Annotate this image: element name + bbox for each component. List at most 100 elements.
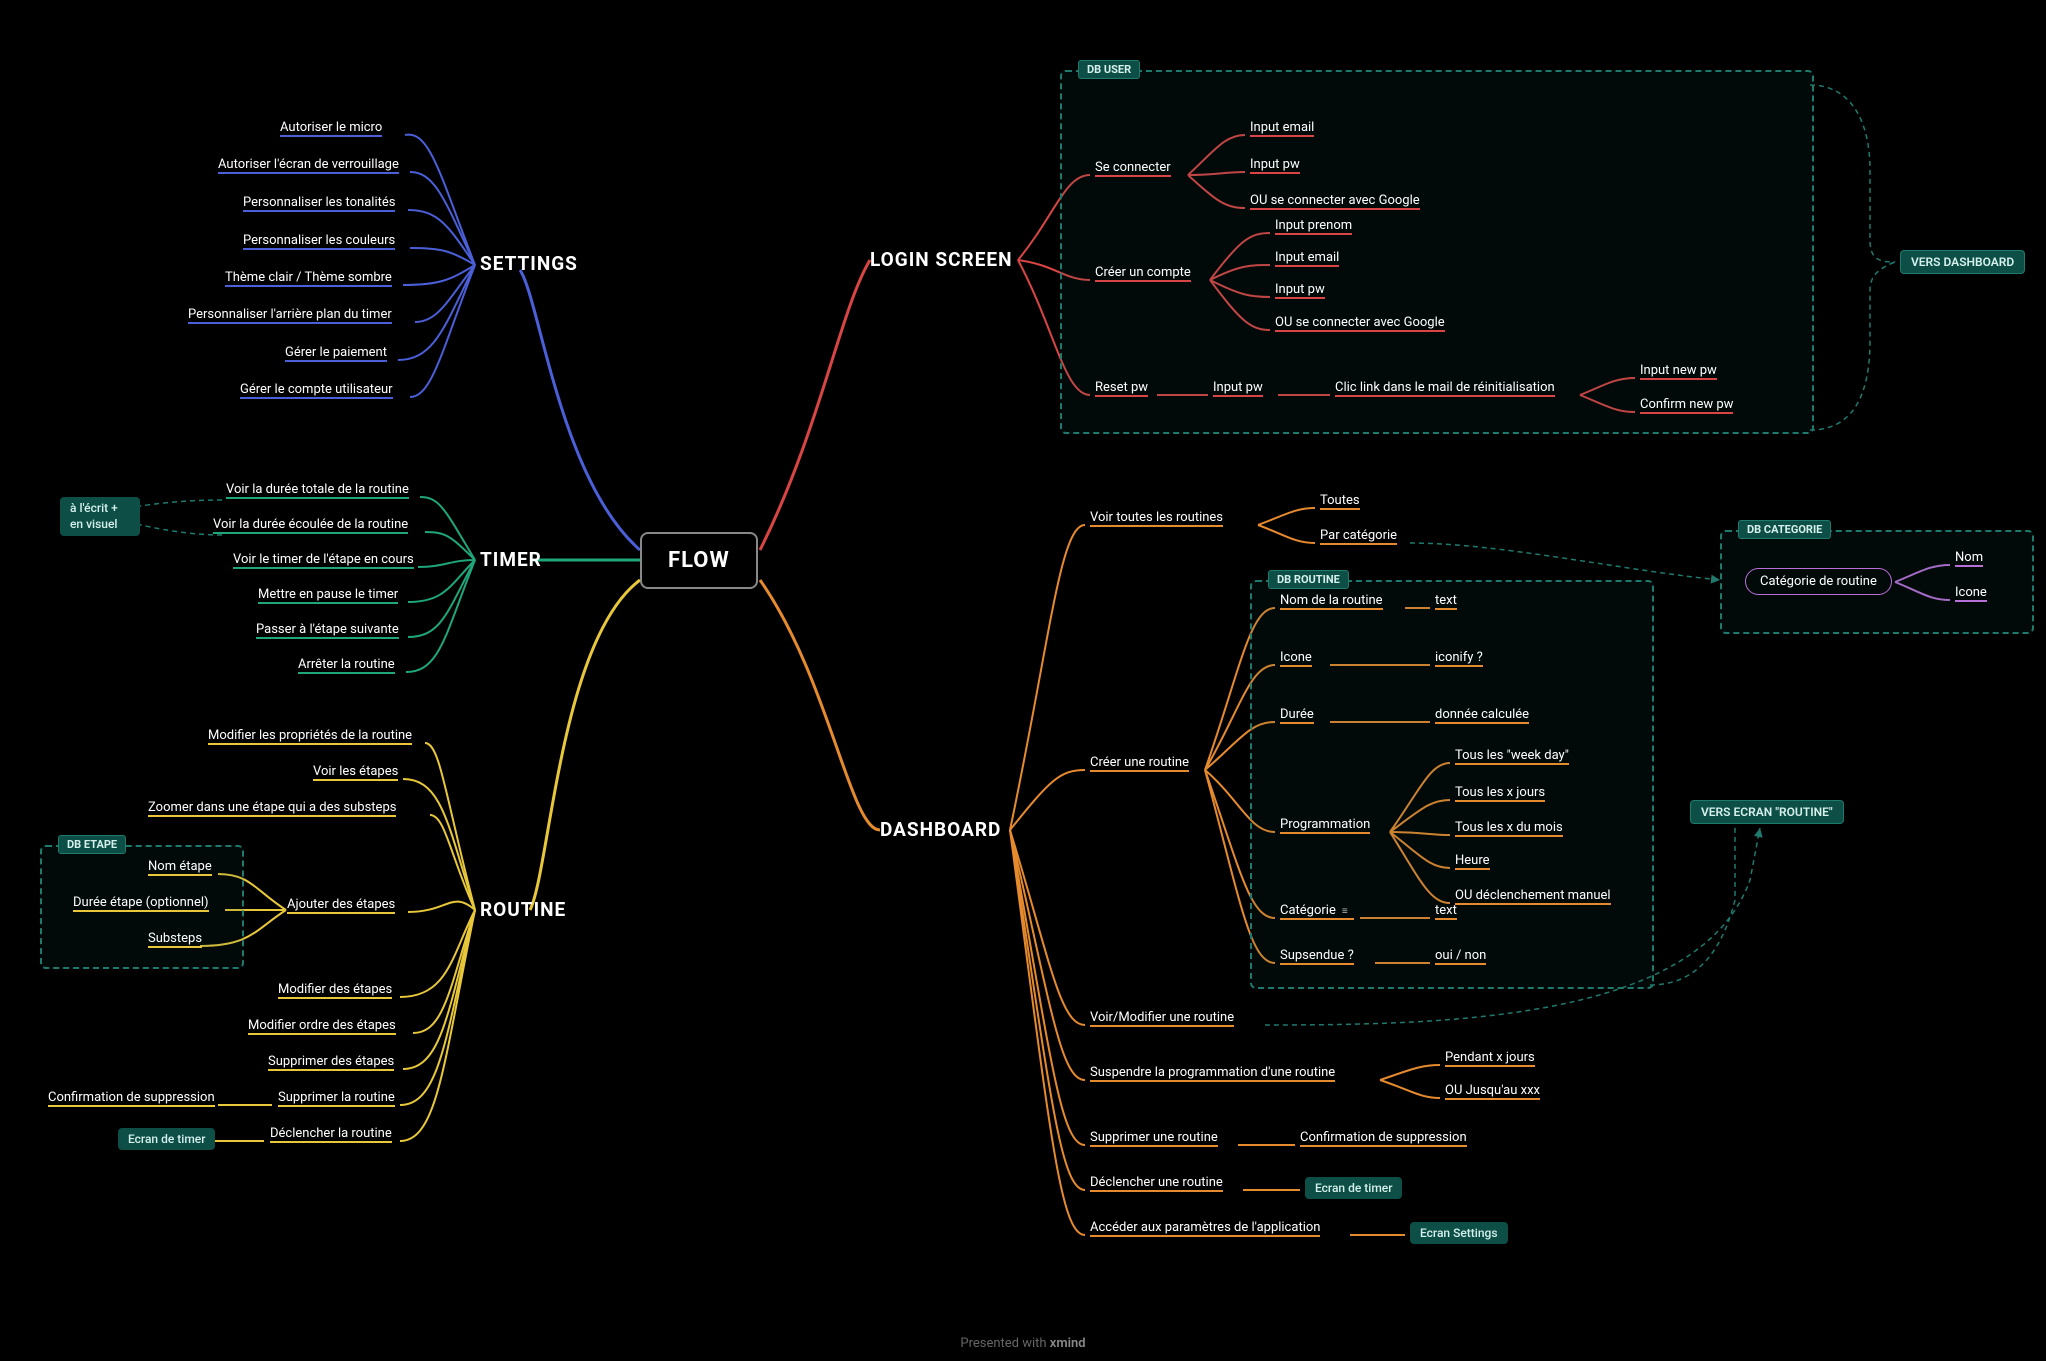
settings-item[interactable]: Gérer le paiement — [285, 345, 387, 362]
prog-opt[interactable]: OU déclenchement manuel — [1455, 888, 1611, 905]
login-item[interactable]: Se connecter — [1095, 160, 1171, 177]
login-sub[interactable]: Input prenom — [1275, 218, 1352, 235]
dash-item[interactable]: Voir/Modifier une routine — [1090, 1010, 1234, 1027]
branch-login[interactable]: LOGIN SCREEN — [870, 248, 1013, 271]
dash-item[interactable]: Suspendre la programmation d'une routine — [1090, 1065, 1335, 1082]
login-sub[interactable]: OU se connecter avec Google — [1250, 193, 1420, 210]
dash-item[interactable]: Déclencher une routine — [1090, 1175, 1223, 1192]
prog-opt[interactable]: Tous les x jours — [1455, 785, 1545, 802]
timer-item[interactable]: Voir le timer de l'étape en cours — [233, 552, 414, 569]
creer-field[interactable]: Durée — [1280, 707, 1314, 724]
creer-value[interactable]: text — [1435, 903, 1457, 920]
creer-value[interactable]: donnée calculée — [1435, 707, 1529, 724]
branch-settings[interactable]: SETTINGS — [480, 252, 578, 275]
db-user-label: DB USER — [1078, 60, 1140, 79]
routine-item[interactable]: Modifier des étapes — [278, 982, 392, 999]
login-sub[interactable]: Input email — [1250, 120, 1314, 137]
branch-timer-label: TIMER — [480, 548, 542, 571]
timer-annotation: à l'écrit + en visuel — [60, 497, 140, 536]
login-sub[interactable]: Input pw — [1250, 157, 1300, 174]
routine-item[interactable]: Déclencher la routine — [270, 1126, 392, 1143]
branch-login-label: LOGIN SCREEN — [870, 248, 1013, 271]
branch-dashboard-label: DASHBOARD — [880, 818, 1001, 841]
creer-value[interactable]: iconify ? — [1435, 650, 1483, 667]
routine-item[interactable]: Voir les étapes — [313, 764, 398, 781]
creer-value[interactable]: oui / non — [1435, 948, 1486, 965]
timer-item[interactable]: Passer à l'étape suivante — [256, 622, 399, 639]
branch-dashboard[interactable]: DASHBOARD — [880, 818, 1001, 841]
routine-item[interactable]: Ajouter des étapes — [287, 897, 395, 914]
routine-item[interactable]: Supprimer la routine — [278, 1090, 395, 1107]
note-icon: ≡ — [1342, 906, 1354, 917]
settings-item[interactable]: Autoriser le micro — [280, 120, 382, 137]
prog-opt[interactable]: Heure — [1455, 853, 1490, 870]
creer-field[interactable]: Catégorie≡ — [1280, 903, 1354, 920]
etape-sub[interactable]: Durée étape (optionnel) — [73, 895, 209, 912]
login-sub[interactable]: OU se connecter avec Google — [1275, 315, 1445, 332]
login-reset-chain[interactable]: Input pw — [1213, 380, 1263, 397]
mindmap-canvas: FLOW SETTINGS Autoriser le micro Autoris… — [0, 0, 2046, 1361]
timer-item[interactable]: Voir la durée écoulée de la routine — [213, 517, 408, 534]
creer-field[interactable]: Programmation — [1280, 817, 1370, 834]
etape-sub[interactable]: Substeps — [148, 931, 202, 948]
settings-item[interactable]: Personnaliser les couleurs — [243, 233, 395, 250]
timer-item[interactable]: Arrêter la routine — [298, 657, 395, 674]
db-routine-label: DB ROUTINE — [1268, 570, 1349, 589]
db-categorie-label: DB CATEGORIE — [1738, 520, 1831, 539]
settings-item[interactable]: Autoriser l'écran de verrouillage — [218, 157, 399, 174]
dash-item[interactable]: Accéder aux paramètres de l'application — [1090, 1220, 1320, 1237]
footer-brand: xmind — [1050, 1336, 1086, 1351]
footer: Presented with xmind — [960, 1336, 1085, 1351]
dash-voir-sub[interactable]: Par catégorie — [1320, 528, 1397, 545]
routine-item[interactable]: Supprimer des étapes — [268, 1054, 394, 1071]
login-sub[interactable]: Input email — [1275, 250, 1339, 267]
dash-item[interactable]: Voir toutes les routines — [1090, 510, 1223, 527]
categorie-item[interactable]: Icone — [1955, 585, 1987, 602]
login-sub[interactable]: Input pw — [1275, 282, 1325, 299]
prog-opt[interactable]: Tous les x du mois — [1455, 820, 1563, 837]
routine-sub-conf[interactable]: Confirmation de suppression — [48, 1090, 215, 1107]
dashboard-callout[interactable]: VERS ECRAN "ROUTINE" — [1690, 800, 1844, 824]
central-node[interactable]: FLOW — [640, 532, 758, 589]
login-reset-end[interactable]: Input new pw — [1640, 363, 1717, 380]
timer-item[interactable]: Voir la durée totale de la routine — [226, 482, 409, 499]
creer-field[interactable]: Icone — [1280, 650, 1312, 667]
branch-settings-label: SETTINGS — [480, 252, 578, 275]
db-etape-label: DB ETAPE — [58, 835, 126, 854]
settings-item[interactable]: Personnaliser les tonalités — [243, 195, 395, 212]
login-reset-end[interactable]: Confirm new pw — [1640, 397, 1733, 414]
suspendre-opt[interactable]: OU Jusqu'au xxx — [1445, 1083, 1540, 1100]
dash-supprimer-conf[interactable]: Confirmation de suppression — [1300, 1130, 1467, 1147]
branch-routine[interactable]: ROUTINE — [480, 898, 566, 921]
creer-field[interactable]: Nom de la routine — [1280, 593, 1383, 610]
settings-item[interactable]: Personnaliser l'arrière plan du timer — [188, 307, 392, 324]
routine-item[interactable]: Zoomer dans une étape qui a des substeps — [148, 800, 396, 817]
dash-item[interactable]: Créer une routine — [1090, 755, 1189, 772]
routine-item[interactable]: Modifier ordre des étapes — [248, 1018, 396, 1035]
branch-timer[interactable]: TIMER — [480, 548, 542, 571]
dash-voir-sub[interactable]: Toutes — [1320, 493, 1360, 510]
settings-item[interactable]: Gérer le compte utilisateur — [240, 382, 393, 399]
branch-routine-label: ROUTINE — [480, 898, 566, 921]
prog-opt[interactable]: Tous les "week day" — [1455, 748, 1569, 765]
footer-prefix: Presented with — [960, 1336, 1049, 1351]
login-callout[interactable]: VERS DASHBOARD — [1900, 250, 2025, 274]
settings-item[interactable]: Thème clair / Thème sombre — [225, 270, 392, 287]
dash-ecran-timer-badge[interactable]: Ecran de timer — [1305, 1177, 1402, 1199]
routine-ecran-timer-badge[interactable]: Ecran de timer — [118, 1128, 215, 1150]
routine-item[interactable]: Modifier les propriétés de la routine — [208, 728, 412, 745]
categorie-item[interactable]: Nom — [1955, 550, 1983, 567]
creer-value[interactable]: text — [1435, 593, 1457, 610]
dash-ecran-settings-badge[interactable]: Ecran Settings — [1410, 1222, 1508, 1244]
login-item[interactable]: Reset pw — [1095, 380, 1148, 397]
login-reset-chain[interactable]: Clic link dans le mail de réinitialisati… — [1335, 380, 1555, 397]
login-item[interactable]: Créer un compte — [1095, 265, 1191, 282]
dash-item[interactable]: Supprimer une routine — [1090, 1130, 1218, 1147]
categorie-pill[interactable]: Catégorie de routine — [1745, 568, 1892, 595]
etape-sub[interactable]: Nom étape — [148, 859, 212, 876]
db-routine-box: DB ROUTINE — [1250, 580, 1654, 989]
suspendre-opt[interactable]: Pendant x jours — [1445, 1050, 1535, 1067]
timer-item[interactable]: Mettre en pause le timer — [258, 587, 398, 604]
creer-field[interactable]: Supsendue ? — [1280, 948, 1354, 965]
central-label: FLOW — [668, 548, 730, 573]
